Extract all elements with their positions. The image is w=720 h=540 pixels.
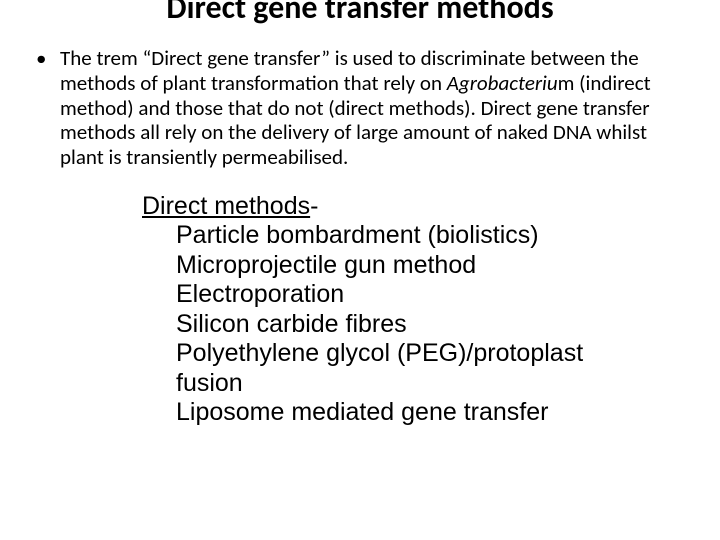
methods-item: Liposome mediated gene transfer bbox=[176, 398, 626, 428]
bullet-list: The trem “Direct gene transfer” is used … bbox=[34, 46, 686, 170]
methods-list: Particle bombardment (biolistics) Microp… bbox=[142, 221, 626, 428]
methods-block: Direct methods- Particle bombardment (bi… bbox=[142, 192, 626, 428]
methods-item: Microprojectile gun method bbox=[176, 251, 626, 281]
methods-item: Silicon carbide fibres bbox=[176, 310, 626, 340]
body-text-block: The trem “Direct gene transfer” is used … bbox=[0, 32, 720, 428]
methods-heading-suffix: - bbox=[310, 192, 318, 220]
methods-item: Particle bombardment (biolistics) bbox=[176, 221, 626, 251]
methods-item: Polyethylene glycol (PEG)/protoplast fus… bbox=[176, 339, 626, 398]
slide: Direct gene transfer methods The trem “D… bbox=[0, 0, 720, 540]
methods-heading: Direct methods bbox=[142, 192, 310, 220]
slide-title: Direct gene transfer methods bbox=[0, 0, 720, 24]
bullet-item: The trem “Direct gene transfer” is used … bbox=[34, 46, 686, 170]
methods-item: Electroporation bbox=[176, 280, 626, 310]
paragraph-italic: Agrobacteriu bbox=[447, 70, 558, 96]
